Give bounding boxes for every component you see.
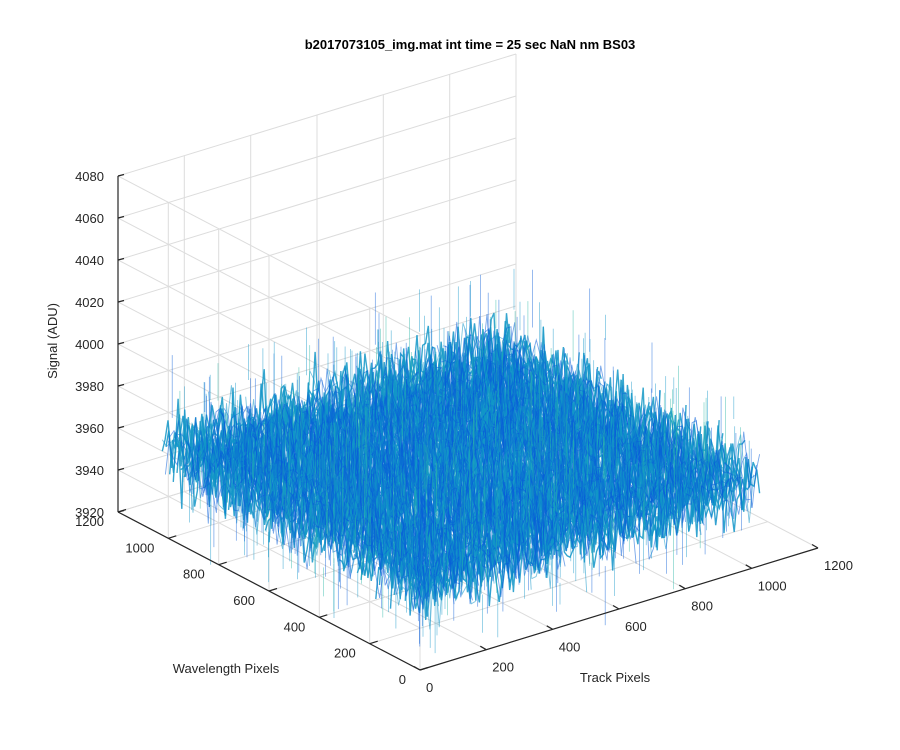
axes <box>117 173 819 671</box>
grid-line <box>117 53 517 177</box>
x-tick-label: 400 <box>559 639 581 654</box>
surface-column <box>337 382 597 554</box>
z-tick-label: 4060 <box>75 211 104 226</box>
y-tick <box>218 561 227 566</box>
grid-line <box>369 521 768 645</box>
x-tick-label: 1000 <box>758 578 787 593</box>
z-axis-title: Signal (ADU) <box>45 303 60 379</box>
z-tick-label: 4080 <box>75 169 104 184</box>
y-tick-label: 400 <box>284 619 306 634</box>
z-tick <box>117 425 125 429</box>
y-tick <box>419 666 429 671</box>
surface-column <box>501 335 761 490</box>
x-axis-title: Track Pixels <box>580 670 651 685</box>
x-tick <box>612 604 620 610</box>
surface-column <box>186 417 446 603</box>
z-tick-label: 4000 <box>75 337 104 352</box>
x-tick <box>479 645 487 651</box>
y-tick-label: 1200 <box>75 514 104 529</box>
z-tick <box>117 341 125 345</box>
z-tick-label: 3940 <box>75 463 104 478</box>
z-tick <box>117 215 125 219</box>
y-tick-label: 0 <box>399 672 406 687</box>
surface-column <box>198 412 458 602</box>
grid-line <box>117 221 517 345</box>
x-tick <box>546 625 554 630</box>
z-tick <box>117 299 125 303</box>
z-tick <box>117 383 125 387</box>
surface-column <box>347 374 606 550</box>
y-tick <box>319 614 328 618</box>
grid-line <box>117 175 421 335</box>
surface-column <box>171 428 430 600</box>
x-tick-label: 800 <box>691 599 713 614</box>
x-tick <box>413 665 421 671</box>
surface-column <box>177 433 436 602</box>
x-tick-label: 0 <box>426 680 433 695</box>
surface-column <box>359 370 619 554</box>
y-tick-label: 600 <box>233 593 255 608</box>
x-tick <box>678 584 686 590</box>
tick-labels: 3920394039603980400040204040406040800200… <box>75 169 853 695</box>
z-tick-label: 3980 <box>75 379 104 394</box>
chart-title: b2017073105_img.mat int time = 25 sec Na… <box>305 37 636 52</box>
z-tick <box>117 467 125 471</box>
x-tick-label: 200 <box>492 660 514 675</box>
grid-line <box>117 179 517 303</box>
y-tick-label: 200 <box>334 646 356 661</box>
y-tick-label: 800 <box>183 567 205 582</box>
y-tick-label: 1000 <box>125 540 154 555</box>
z-tick <box>117 173 125 177</box>
x-tick-label: 600 <box>625 619 647 634</box>
y-tick <box>168 535 177 539</box>
grid-line <box>117 95 517 219</box>
surface-column <box>479 322 739 519</box>
y-tick <box>268 587 278 592</box>
surface-column <box>161 425 421 606</box>
grid-line <box>117 263 517 387</box>
z-tick-label: 3920 <box>75 505 104 520</box>
y-axis-title: Wavelength Pixels <box>173 661 280 676</box>
grid-line <box>117 217 421 377</box>
z-tick <box>117 257 125 261</box>
grid-line <box>117 137 517 261</box>
x-tick-label: 1200 <box>824 558 853 573</box>
z-tick-label: 4040 <box>75 253 104 268</box>
y-tick <box>369 640 378 645</box>
x-tick <box>745 564 753 569</box>
surface-mesh <box>161 268 761 654</box>
y-tick <box>117 508 127 513</box>
x-tick <box>811 543 819 549</box>
z-tick-label: 4020 <box>75 295 104 310</box>
z-tick-label: 3960 <box>75 421 104 436</box>
